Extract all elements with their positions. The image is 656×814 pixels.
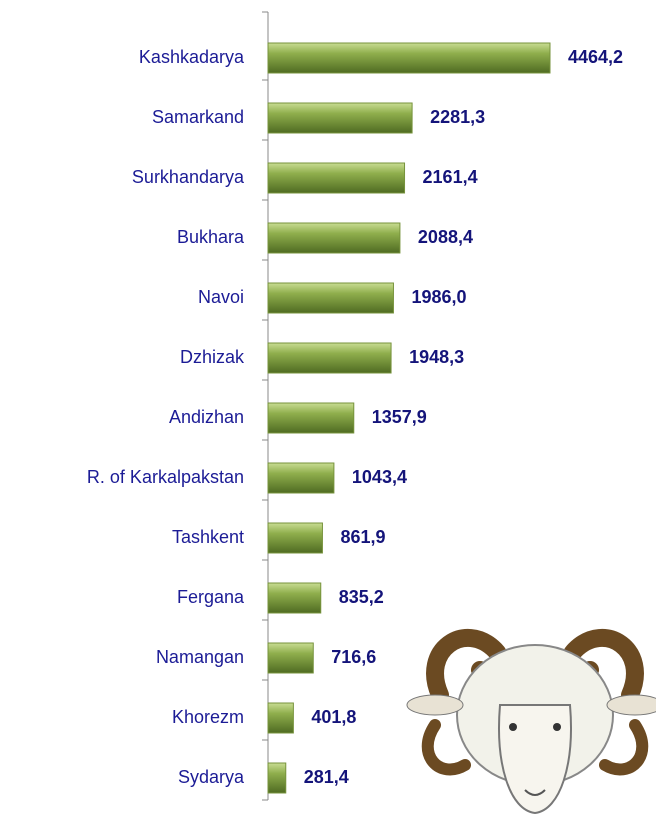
bar [267,342,392,374]
bar [267,282,394,314]
value-label: 835,2 [339,587,384,607]
value-label: 1357,9 [372,407,427,427]
value-label: 1948,3 [409,347,464,367]
value-label: 281,4 [304,767,349,787]
bar [267,42,551,74]
value-label: 1043,4 [352,467,407,487]
value-label: 4464,2 [568,47,623,67]
category-label: Samarkand [152,107,244,127]
category-label: Dzhizak [180,347,245,367]
value-label: 2281,3 [430,107,485,127]
category-label: Namangan [156,647,244,667]
category-label: Andizhan [169,407,244,427]
ram-illustration [406,629,656,814]
category-label: Bukhara [177,227,245,247]
category-label: Surkhandarya [132,167,245,187]
bar [267,102,413,134]
category-label: Khorezm [172,707,244,727]
bar [267,522,323,554]
bar [267,582,322,614]
bar [267,462,335,494]
value-label: 2088,4 [418,227,473,247]
bar [267,642,314,674]
category-label: Fergana [177,587,245,607]
value-label: 716,6 [331,647,376,667]
bar [267,222,401,254]
bar [267,762,287,794]
category-label: Kashkadarya [139,47,245,67]
category-label: Sydarya [178,767,245,787]
value-label: 1986,0 [411,287,466,307]
category-label: Tashkent [172,527,244,547]
value-label: 2161,4 [423,167,478,187]
value-label: 401,8 [311,707,356,727]
bar [267,402,355,434]
category-label: Navoi [198,287,244,307]
category-label: R. of Karkalpakstan [87,467,244,487]
value-label: 861,9 [340,527,385,547]
bar [267,702,294,734]
bar [267,162,406,194]
